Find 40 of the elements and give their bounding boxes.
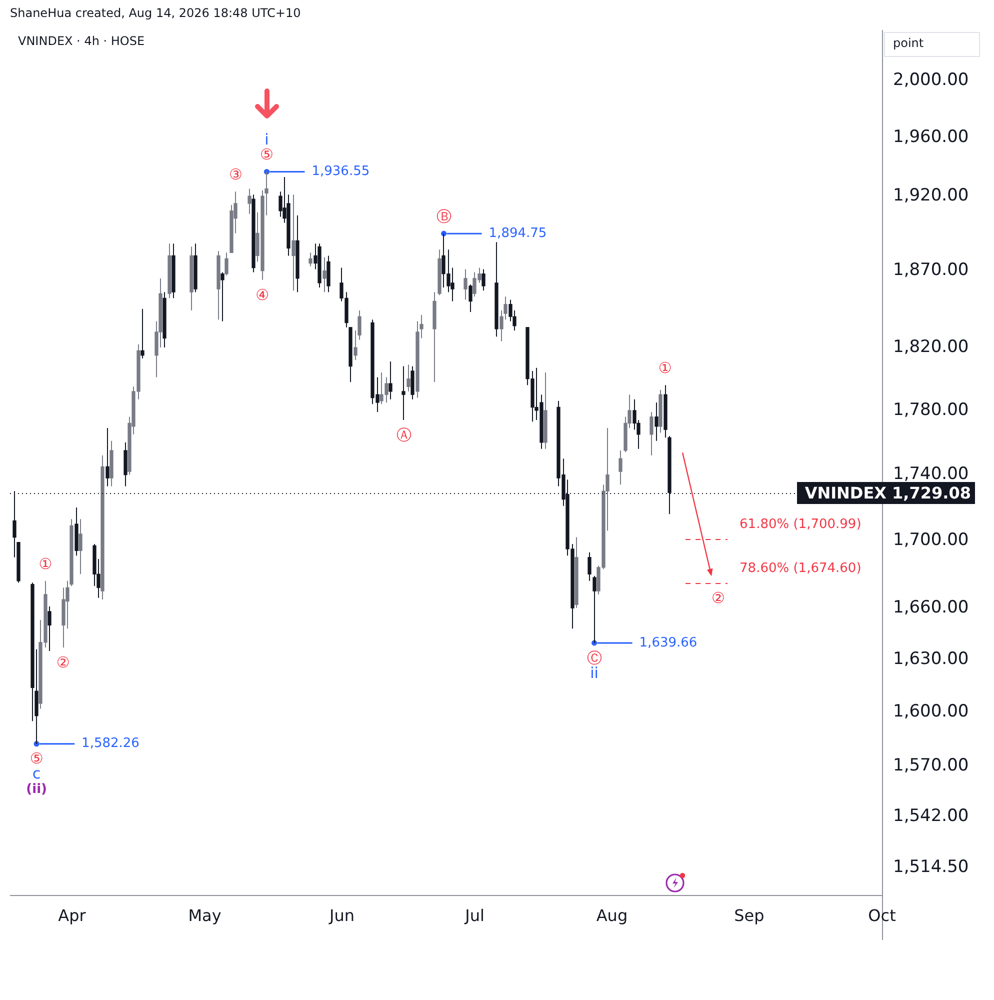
- legend-label: 78.60% (1,674.60): [740, 560, 862, 576]
- annotation: ①: [658, 358, 672, 377]
- ref-line-label: VNINDEX 1,729.08: [804, 484, 971, 503]
- y-tick-label: 1,542.00: [893, 806, 969, 826]
- y-tick-label: 1,740.00: [893, 464, 969, 484]
- chart-title: VNINDEX · 4h · HOSE: [18, 34, 145, 48]
- y-tick-label: 1,920.00: [893, 186, 969, 206]
- text: point: [893, 36, 924, 50]
- x-tick-label: Sep: [734, 906, 764, 925]
- x-tick-label: Jun: [328, 906, 354, 925]
- chart-subtitle: ShaneHua created, Aug 14, 2026 18:48 UTC+10: [10, 6, 301, 20]
- annotation: ④: [256, 286, 270, 304]
- x-tick-label: May: [188, 906, 222, 925]
- y-tick-label: 1,514.50: [893, 857, 969, 878]
- annotation: ①: [38, 554, 52, 573]
- x-tick-label: Aug: [596, 906, 628, 925]
- data-label: 1,894.75: [488, 226, 547, 241]
- data-label: 1,639.66: [639, 635, 698, 650]
- data-label: 1,582.26: [82, 736, 140, 752]
- annotation: Ⓐ: [396, 426, 412, 444]
- y-tick-label: 1,700.00: [893, 530, 969, 550]
- y-tick-label: 1,600.00: [893, 702, 969, 722]
- annotation: ②: [56, 653, 70, 672]
- data-label: 1,936.55: [312, 164, 370, 180]
- ref-line-label: 61.80% (1,700.99): [740, 516, 862, 532]
- annotation: (ii): [26, 782, 47, 798]
- y-tick-label: 1,630.00: [893, 649, 969, 670]
- y-tick-label: 1,660.00: [893, 597, 969, 618]
- y-tick-label: 1,570.00: [893, 755, 969, 776]
- y-tick-label: 1,870.00: [893, 260, 969, 280]
- x-tick-label: Oct: [868, 906, 896, 925]
- y-tick-label: 2,000.00: [893, 70, 969, 90]
- annotation: ③: [229, 166, 242, 184]
- y-tick-label: 1,780.00: [893, 400, 969, 420]
- y-tick-label: 1,820.00: [893, 336, 969, 357]
- y-tick-label: 1,960.00: [893, 127, 969, 148]
- annotation: Ⓑ: [436, 207, 452, 226]
- x-tick-label: Jul: [464, 906, 484, 925]
- x-tick-label: Apr: [58, 906, 86, 925]
- annotation: ②: [711, 589, 725, 608]
